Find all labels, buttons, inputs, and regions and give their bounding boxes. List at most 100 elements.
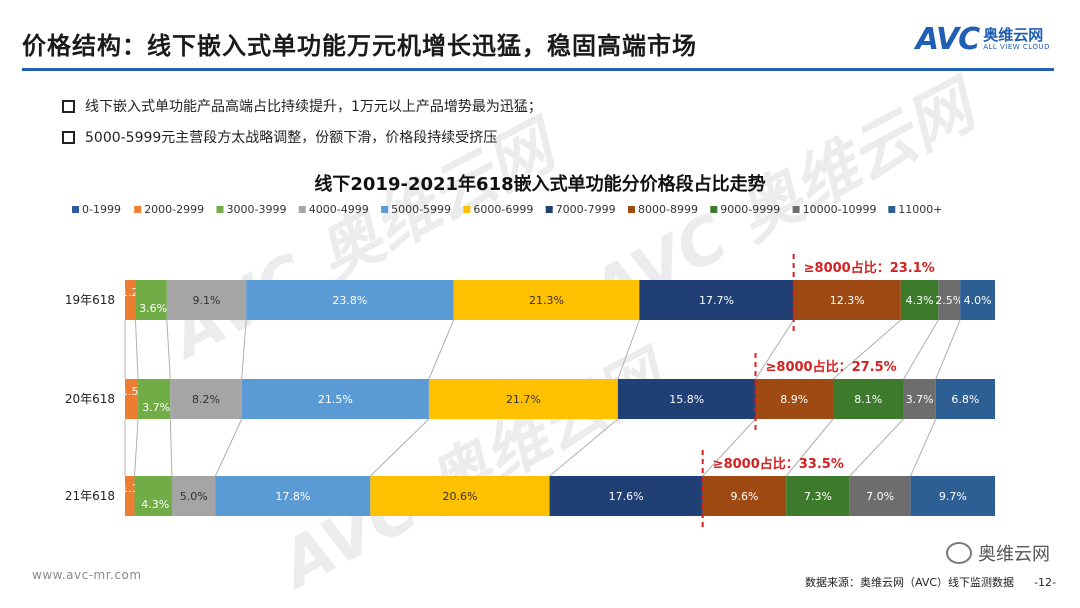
legend-swatch (792, 206, 800, 213)
data-label: 17.6% (609, 490, 644, 503)
legend-label: 10000-10999 (803, 203, 877, 216)
website-url: www.avc-mr.com (32, 568, 142, 582)
bar-segment (138, 379, 171, 419)
connector-line (166, 319, 171, 380)
legend-label: 8000-8999 (638, 203, 698, 216)
connector-line (134, 319, 139, 380)
chart-title: 线下2019-2021年618嵌入式单功能分价格段占比走势 (314, 174, 766, 195)
data-label: 4.0% (964, 294, 992, 307)
data-label: 3.7% (906, 393, 934, 406)
data-label: 4.3% (141, 498, 169, 511)
connector-line (702, 418, 756, 477)
wechat-badge: 奥维云网 (946, 540, 1050, 566)
bar-segment (135, 280, 167, 320)
connector-line (549, 418, 619, 477)
connector-line (755, 319, 795, 380)
bar-segment (170, 379, 242, 419)
data-label: 17.7% (699, 294, 734, 307)
bar-segment (215, 476, 371, 516)
data-label: 4.3% (906, 294, 934, 307)
legend-swatch (463, 206, 471, 213)
bullet-text: 线下嵌入式单功能产品高端占比持续提升，1万元以上产品增势最为迅猛； (85, 99, 542, 115)
connector-line (935, 319, 961, 380)
data-label: 21.5% (318, 393, 353, 406)
bar-segment (241, 379, 429, 419)
bar-segment (125, 280, 136, 320)
wechat-name: 奥维云网 (978, 544, 1050, 565)
bar-segment (428, 379, 618, 419)
legend-label: 5000-5999 (391, 203, 451, 216)
bar-segment (639, 280, 794, 320)
square-bullet-icon (62, 99, 75, 113)
legend-label: 7000-7999 (556, 203, 616, 216)
bar-segment (900, 280, 939, 320)
annotation-label: ≥8000占比：27.5% (766, 359, 897, 375)
connector-line (215, 418, 243, 477)
legend-swatch (134, 206, 142, 213)
logo-cn-text: 奥维云网 (983, 25, 1044, 44)
bar-segment (125, 379, 139, 419)
legend-label: 9000-9999 (720, 203, 780, 216)
category-label: 21年618 (65, 489, 115, 503)
legend-label: 11000+ (898, 203, 942, 216)
bar-segment (833, 379, 904, 419)
data-label: 7.3% (804, 490, 832, 503)
legend-label: 4000-4999 (309, 203, 369, 216)
legend-swatch (888, 206, 896, 213)
header-divider (22, 68, 1054, 71)
bar-segment (702, 476, 787, 516)
legend-swatch (72, 206, 79, 213)
connector-line (428, 319, 455, 380)
footer-info: 数据来源：奥维云网（AVC）线下监测数据 -12- (805, 574, 1056, 590)
legend-swatch (216, 206, 224, 213)
legend-swatch (298, 206, 306, 213)
page-title: 价格结构：线下嵌入式单功能万元机增长迅猛，稳固高端市场 (22, 32, 697, 60)
bullet-item: 线下嵌入式单功能产品高端占比持续提升，1万元以上产品增势最为迅猛； (62, 96, 542, 116)
data-source: 数据来源：奥维云网（AVC）线下监测数据 (805, 576, 1015, 589)
bar-segment (171, 476, 216, 516)
connector-line (785, 418, 834, 477)
data-label: 8.1% (854, 393, 882, 406)
logo-en-text: ALL VIEW CLOUD (983, 42, 1050, 51)
bar-segment (755, 379, 834, 419)
data-label: 8.9% (780, 393, 808, 406)
page-number: -12- (1034, 575, 1056, 589)
legend-swatch (710, 206, 718, 213)
data-label: 15.8% (669, 393, 704, 406)
data-label: 21.7% (506, 393, 541, 406)
connector-line (903, 319, 939, 380)
connector-line (369, 418, 430, 477)
bar-segment (134, 476, 172, 516)
legend-swatch (628, 206, 635, 213)
bar-segment (910, 476, 995, 516)
data-label: 23.8% (332, 294, 367, 307)
connector-line (169, 418, 173, 477)
data-label: 17.8% (275, 490, 310, 503)
data-label: 5.0% (180, 490, 208, 503)
data-label: 2.5% (935, 294, 963, 307)
bar-segment (786, 476, 850, 516)
legend-swatch (381, 206, 389, 213)
connector-line (617, 319, 640, 380)
category-label: 19年618 (65, 293, 115, 307)
data-label: 9.1% (193, 294, 221, 307)
bar-segment (903, 379, 936, 419)
connector-line (241, 319, 247, 380)
data-label: 3.7% (142, 401, 170, 414)
bar-segment (793, 280, 901, 320)
data-label: 20.6% (442, 490, 477, 503)
bar-segment (960, 280, 995, 320)
bar-segment (617, 379, 756, 419)
data-label: 3.6% (139, 302, 167, 315)
brand-logo: AVC 奥维云网 ALL VIEW CLOUD (916, 22, 1050, 57)
legend-label: 2000-2999 (144, 203, 204, 216)
legend-label: 3000-3999 (227, 203, 287, 216)
data-label: 7.0% (866, 490, 894, 503)
category-label: 20年618 (65, 392, 115, 406)
data-label: 8.2% (192, 393, 220, 406)
annotation-label: ≥8000占比：33.5% (713, 456, 844, 472)
bar-segment (935, 379, 995, 419)
annotation-label: ≥8000占比：23.1% (804, 260, 935, 276)
bar-segment (246, 280, 454, 320)
data-label: 12.3% (830, 294, 865, 307)
